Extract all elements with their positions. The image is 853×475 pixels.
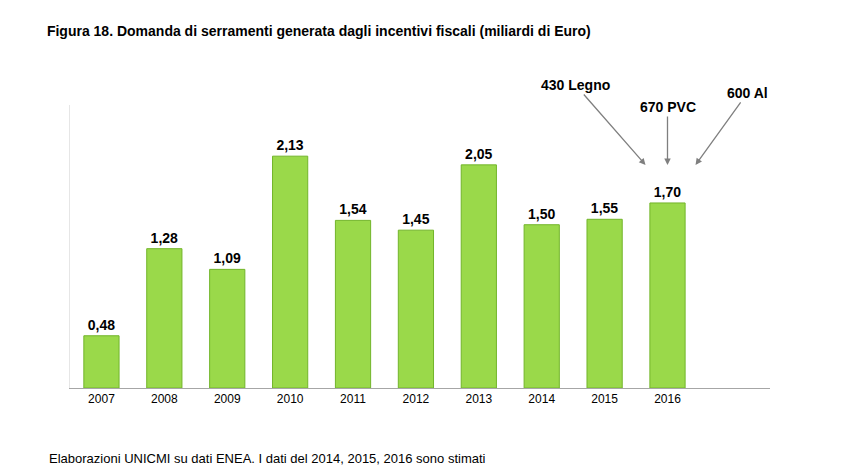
svg-text:1,45: 1,45 <box>402 211 429 227</box>
svg-text:2014: 2014 <box>528 392 555 406</box>
svg-text:1,70: 1,70 <box>654 184 681 200</box>
svg-text:2010: 2010 <box>277 392 304 406</box>
svg-text:1,50: 1,50 <box>528 206 555 222</box>
svg-text:Elaborazioni UNICMI su dati EN: Elaborazioni UNICMI su dati ENEA. I dati… <box>49 451 486 466</box>
svg-text:2009: 2009 <box>214 392 241 406</box>
svg-text:1,28: 1,28 <box>151 230 178 246</box>
svg-text:2015: 2015 <box>591 392 618 406</box>
svg-text:2011: 2011 <box>340 392 366 406</box>
svg-text:2008: 2008 <box>151 392 178 406</box>
svg-text:600 Al: 600 Al <box>727 85 768 101</box>
svg-text:2007: 2007 <box>88 392 115 406</box>
svg-text:430 Legno: 430 Legno <box>541 77 610 93</box>
svg-text:1,09: 1,09 <box>214 250 241 266</box>
svg-text:0,48: 0,48 <box>88 317 115 333</box>
svg-text:2012: 2012 <box>403 392 430 406</box>
svg-text:1,55: 1,55 <box>591 200 618 216</box>
svg-text:2016: 2016 <box>654 392 681 406</box>
svg-text:2,13: 2,13 <box>276 137 303 153</box>
svg-text:2,05: 2,05 <box>465 146 492 162</box>
svg-text:1,54: 1,54 <box>339 201 366 217</box>
svg-text:670 PVC: 670 PVC <box>640 99 696 115</box>
svg-text:2013: 2013 <box>465 392 492 406</box>
svg-text:Figura 18. Domanda di serramen: Figura 18. Domanda di serramenti generat… <box>47 23 591 39</box>
